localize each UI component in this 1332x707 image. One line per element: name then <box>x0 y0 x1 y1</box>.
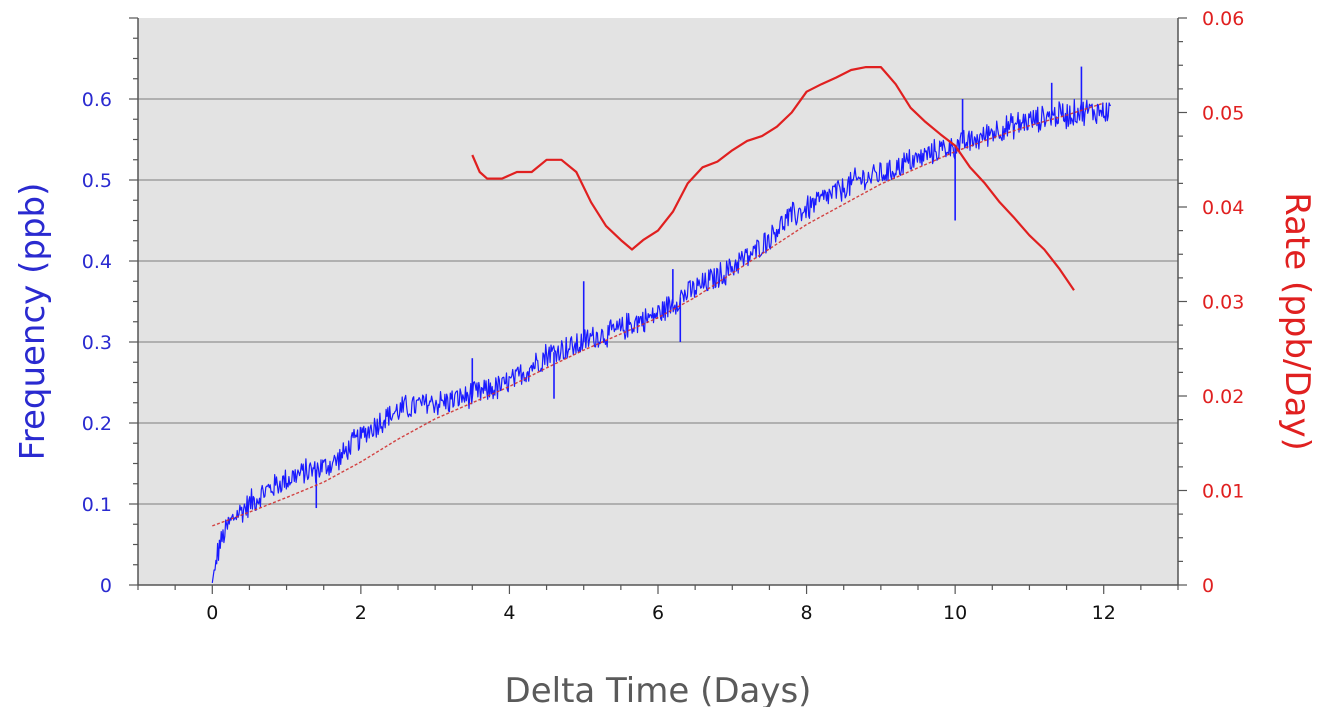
x-tick-label: 4 <box>503 602 515 624</box>
x-tick-labels: 0 2 4 6 8 10 12 <box>206 602 1116 624</box>
y-left-tick-label: 0.1 <box>82 494 112 516</box>
rate-series <box>471 66 1075 291</box>
y-right-tick-label: 0.06 <box>1202 8 1244 30</box>
axes <box>137 18 1179 586</box>
minor-ticks <box>129 17 1187 594</box>
y-right-tick-labels: 0 0.01 0.02 0.03 0.04 0.05 0.06 <box>1202 8 1244 597</box>
x-tick-label: 6 <box>652 602 664 624</box>
plot-area <box>138 18 1178 585</box>
x-axis-title: Delta Time (Days) <box>505 671 812 707</box>
frequency-line <box>211 98 1111 583</box>
fit-line <box>212 102 1104 527</box>
x-tick-label: 8 <box>801 602 813 624</box>
x-tick-label: 2 <box>355 602 367 624</box>
x-tick-label: 12 <box>1092 602 1116 624</box>
y-left-tick-label: 0.5 <box>82 170 112 192</box>
y-right-tick-label: 0.01 <box>1202 481 1244 503</box>
y-right-tick-label: 0.02 <box>1202 386 1244 408</box>
y-right-axis-title: Rate (ppb/Day) <box>1277 192 1317 451</box>
rate-line <box>471 66 1075 291</box>
y-left-tick-labels: 0 0.1 0.2 0.3 0.4 0.5 0.6 <box>82 89 112 597</box>
y-left-tick-label: 0 <box>100 575 112 597</box>
y-right-tick-label: 0 <box>1202 575 1214 597</box>
y-left-tick-label: 0.6 <box>82 89 112 111</box>
frequency-series <box>211 66 1111 583</box>
y-left-axis-title: Frequency (ppb) <box>13 183 53 461</box>
fit-series <box>212 102 1104 527</box>
grid-lines <box>138 98 1178 505</box>
y-left-tick-label: 0.4 <box>82 251 112 273</box>
x-tick-label: 10 <box>943 602 967 624</box>
y-right-tick-label: 0.03 <box>1202 292 1244 314</box>
y-right-tick-label: 0.05 <box>1202 103 1244 125</box>
y-left-tick-label: 0.2 <box>82 413 112 435</box>
y-left-tick-label: 0.3 <box>82 332 112 354</box>
x-tick-label: 0 <box>206 602 218 624</box>
y-right-tick-label: 0.04 <box>1202 197 1244 219</box>
